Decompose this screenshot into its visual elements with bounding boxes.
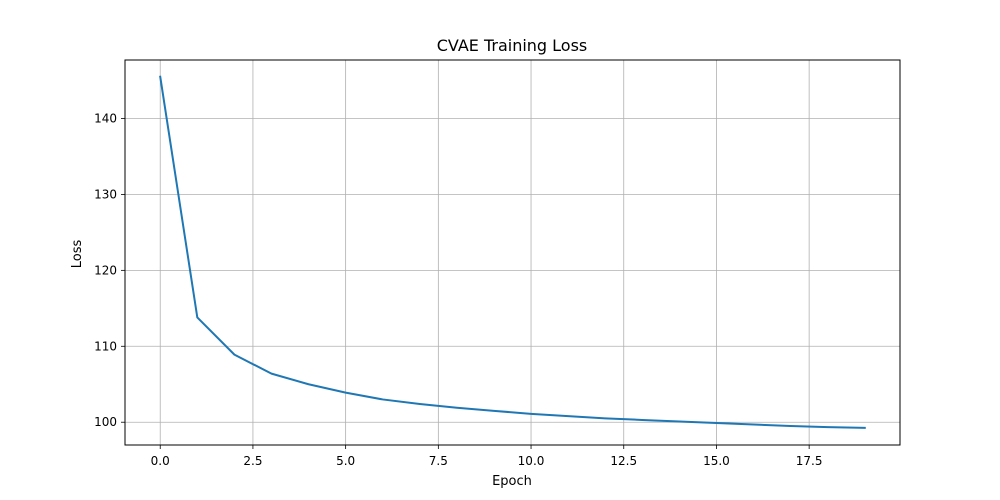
y-tick-label: 130	[94, 187, 117, 201]
plot-frame	[124, 59, 901, 446]
series-layer	[159, 75, 866, 429]
loss-series-line	[159, 75, 866, 429]
x-tick-label: 5.0	[336, 454, 355, 468]
y-axis-label: Loss	[70, 240, 85, 269]
x-axis-ticks: 0.0 2.5 5.0 7.5 10.0 12.5 15.0 17.5	[151, 445, 823, 468]
x-tick-label: 0.0	[151, 454, 170, 468]
x-tick-label: 15.0	[703, 454, 730, 468]
x-tick-label: 10.0	[518, 454, 545, 468]
y-tick-label: 140	[94, 111, 117, 125]
x-tick-label: 12.5	[610, 454, 637, 468]
y-tick-label: 100	[94, 415, 117, 429]
x-tick-label: 2.5	[243, 454, 262, 468]
grid	[125, 60, 900, 445]
y-axis-ticks: 100 110 120 130 140	[94, 111, 125, 429]
x-tick-label: 17.5	[796, 454, 823, 468]
x-axis-label: Epoch	[492, 474, 532, 489]
chart-title: CVAE Training Loss	[437, 36, 588, 55]
y-tick-label: 110	[94, 339, 117, 353]
x-tick-label: 7.5	[429, 454, 448, 468]
y-tick-label: 120	[94, 263, 117, 277]
